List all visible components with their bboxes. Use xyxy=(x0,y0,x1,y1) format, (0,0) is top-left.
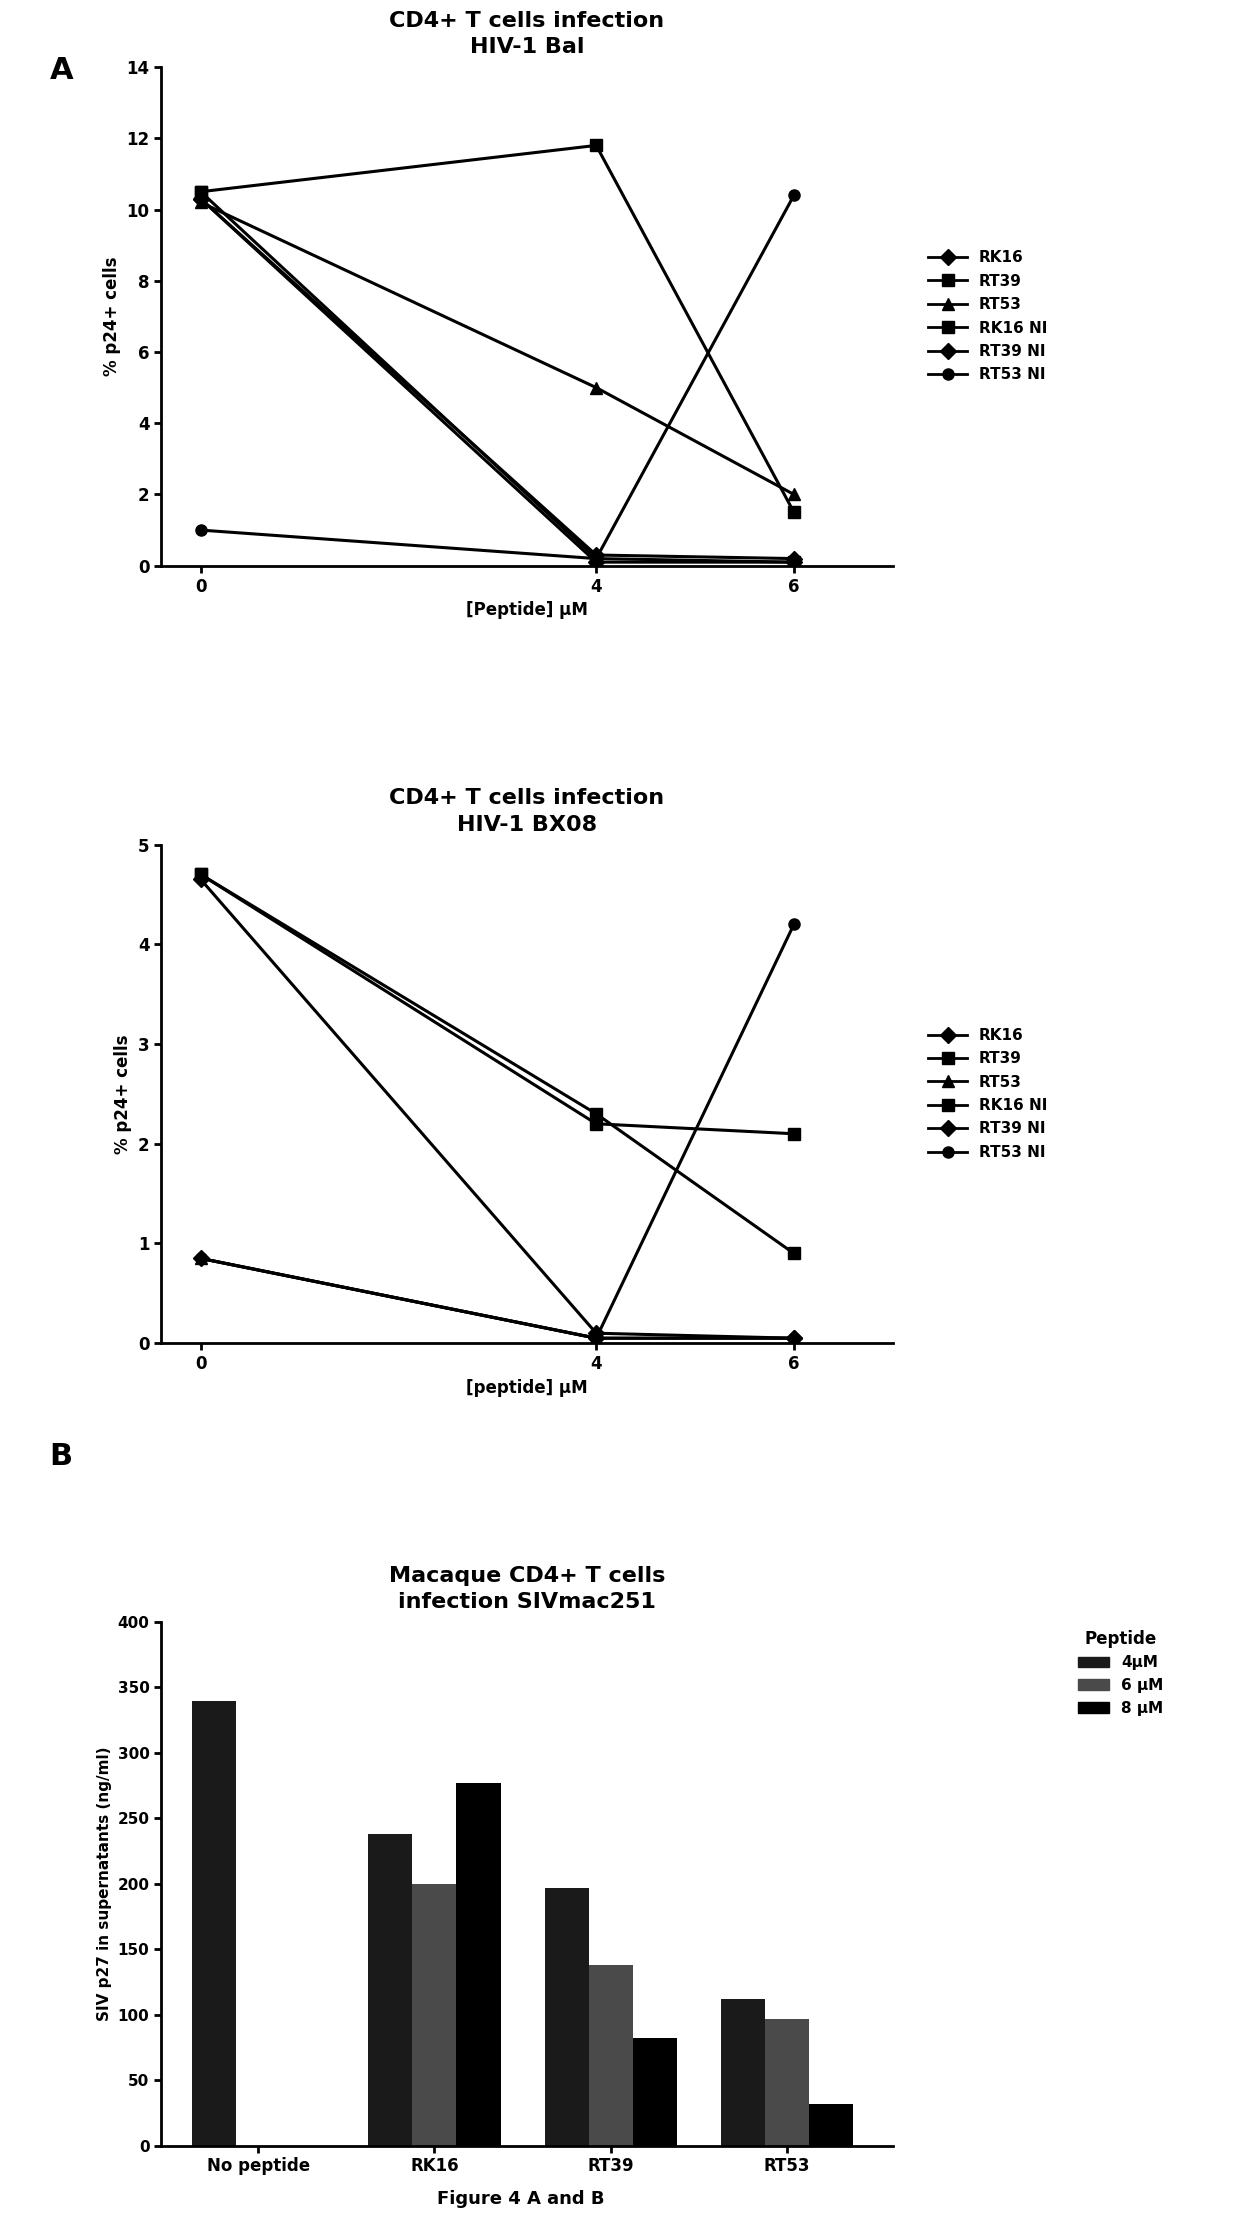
Line: RT39: RT39 xyxy=(195,869,800,1140)
RT39 NI xyxy=(786,1325,801,1352)
RT39 xyxy=(786,1120,801,1147)
Text: Figure 4 A and B: Figure 4 A and B xyxy=(436,2190,605,2208)
RT53 NI xyxy=(589,545,604,572)
Bar xyxy=(808,2103,853,2146)
Line: RT53 NI: RT53 NI xyxy=(195,190,800,563)
Bar xyxy=(456,1784,501,2146)
Line: RT53: RT53 xyxy=(195,197,800,501)
Line: RT39 NI: RT39 NI xyxy=(195,1254,800,1343)
Line: RT39 NI: RT39 NI xyxy=(195,192,800,568)
RT53 xyxy=(193,1245,208,1272)
Bar xyxy=(765,2018,808,2146)
RK16 xyxy=(193,186,208,212)
RT39 NI xyxy=(786,550,801,577)
Line: RK16 NI: RK16 NI xyxy=(195,869,800,1258)
Line: RK16: RK16 xyxy=(195,874,800,1343)
RK16 NI xyxy=(786,1240,801,1267)
X-axis label: [Peptide] μM: [Peptide] μM xyxy=(466,601,588,619)
RT39 xyxy=(589,545,604,572)
RK16 NI xyxy=(193,860,208,887)
RT39 NI xyxy=(589,550,604,577)
RT39 NI xyxy=(193,186,208,212)
RT53 NI xyxy=(589,1325,604,1352)
RT53 xyxy=(193,190,208,217)
Line: RK16: RK16 xyxy=(195,192,800,563)
Bar xyxy=(192,1701,236,2146)
Title: Macaque CD4+ T cells
infection SIVmac251: Macaque CD4+ T cells infection SIVmac251 xyxy=(389,1567,665,1611)
RT53 NI xyxy=(786,181,801,208)
Y-axis label: % p24+ cells: % p24+ cells xyxy=(103,257,120,375)
Legend: 4μM, 6 μM, 8 μM: 4μM, 6 μM, 8 μM xyxy=(1078,1629,1163,1716)
Line: RT53 NI: RT53 NI xyxy=(195,919,800,1343)
RT39 xyxy=(786,550,801,577)
RT53 xyxy=(589,1325,604,1352)
RK16 NI xyxy=(589,132,604,159)
Line: RT39: RT39 xyxy=(195,186,800,568)
Y-axis label: SIV p27 in supernatants (ng/ml): SIV p27 in supernatants (ng/ml) xyxy=(97,1746,112,2020)
RT53 NI xyxy=(786,912,801,939)
Text: B: B xyxy=(50,1442,73,1471)
RK16 xyxy=(193,865,208,892)
RT53 xyxy=(589,373,604,400)
Title: CD4+ T cells infection
HIV-1 BX08: CD4+ T cells infection HIV-1 BX08 xyxy=(389,789,665,834)
RT53 xyxy=(786,481,801,507)
RK16 NI xyxy=(589,1100,604,1126)
RT39 xyxy=(193,179,208,206)
Legend: RK16, RT39, RT53, RK16 NI, RT39 NI, RT53 NI: RK16, RT39, RT53, RK16 NI, RT39 NI, RT53… xyxy=(923,1021,1054,1167)
X-axis label: [peptide] μM: [peptide] μM xyxy=(466,1379,588,1397)
Title: CD4+ T cells infection
HIV-1 Bal: CD4+ T cells infection HIV-1 Bal xyxy=(389,11,665,58)
RT39 xyxy=(589,1111,604,1138)
RK16 xyxy=(589,541,604,568)
RT39 NI xyxy=(589,1325,604,1352)
Line: RK16 NI: RK16 NI xyxy=(195,141,800,519)
Bar xyxy=(368,1835,413,2146)
RT53 NI xyxy=(193,516,208,543)
Bar xyxy=(632,2038,677,2146)
RT39 NI xyxy=(193,1245,208,1272)
Bar xyxy=(720,1998,765,2146)
Legend: RK16, RT39, RT53, RK16 NI, RT39 NI, RT53 NI: RK16, RT39, RT53, RK16 NI, RT39 NI, RT53… xyxy=(923,244,1054,389)
RK16 xyxy=(786,545,801,572)
RK16 NI xyxy=(786,498,801,525)
RT53 xyxy=(786,1325,801,1352)
Y-axis label: % p24+ cells: % p24+ cells xyxy=(114,1035,133,1153)
RK16 xyxy=(589,1321,604,1348)
Line: RT53: RT53 xyxy=(195,1254,800,1343)
RK16 xyxy=(786,1325,801,1352)
RT39 xyxy=(193,860,208,887)
Bar xyxy=(544,1889,589,2146)
RT53 NI xyxy=(193,1245,208,1272)
Bar xyxy=(589,1965,632,2146)
Bar xyxy=(413,1884,456,2146)
RK16 NI xyxy=(193,179,208,206)
Text: A: A xyxy=(50,56,73,85)
